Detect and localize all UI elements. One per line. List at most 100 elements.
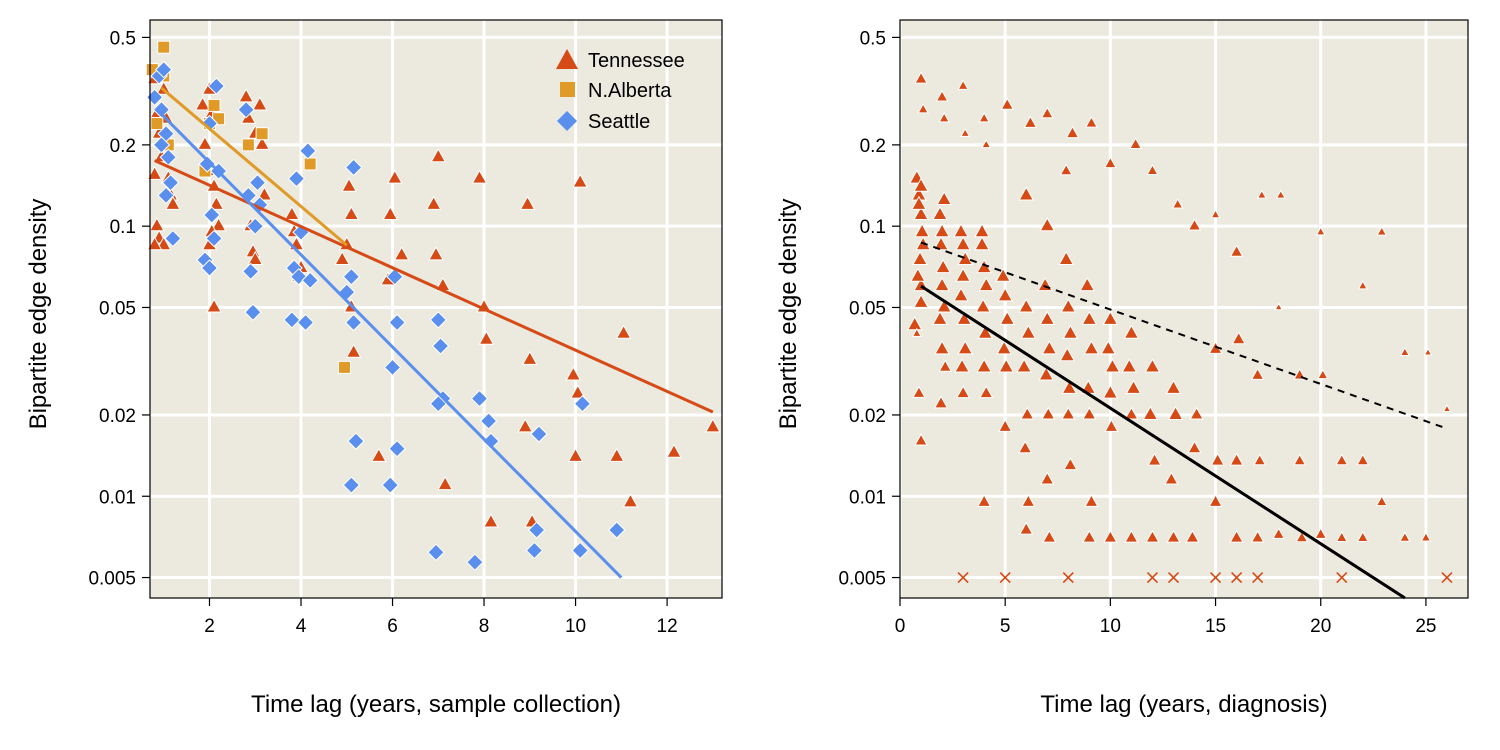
point-seattle bbox=[429, 311, 447, 329]
right-x-tick-label: 10 bbox=[1100, 616, 1121, 637]
point-tennessee bbox=[256, 186, 273, 201]
point-diagnosis bbox=[1420, 531, 1432, 542]
point-diagnosis bbox=[1295, 530, 1309, 543]
point-diagnosis bbox=[1399, 346, 1410, 356]
point-seattle bbox=[431, 337, 450, 355]
point-diagnosis bbox=[1442, 404, 1452, 413]
point-tennessee bbox=[428, 246, 444, 261]
point-diagnosis bbox=[1314, 527, 1328, 539]
legend-marker-tennessee bbox=[556, 49, 578, 69]
point-tennessee bbox=[254, 135, 270, 150]
point-diagnosis bbox=[1083, 340, 1100, 355]
point-diagnosis bbox=[935, 258, 951, 274]
point-diagnosis bbox=[1000, 97, 1015, 110]
point-diagnosis bbox=[1059, 163, 1073, 176]
point-diagnosis bbox=[910, 267, 926, 282]
point-tennessee bbox=[608, 447, 625, 462]
point-diagnosis bbox=[935, 89, 949, 102]
left-y-tick-label: 0.2 bbox=[110, 136, 136, 157]
point-diagnosis bbox=[956, 310, 973, 325]
point-diagnosis bbox=[1229, 452, 1244, 466]
point-diagnosis bbox=[917, 103, 929, 114]
point-tennessee bbox=[478, 330, 495, 345]
point-diagnosis bbox=[955, 267, 971, 282]
fit-line-dashed bbox=[920, 241, 1448, 430]
point-tennessee bbox=[519, 195, 536, 210]
point-diagnosis bbox=[1146, 163, 1159, 175]
point-diagnosis bbox=[1041, 406, 1056, 420]
point-seattle bbox=[608, 521, 626, 539]
point-diagnosis bbox=[911, 327, 922, 337]
point-seattle bbox=[248, 173, 267, 192]
point-diagnosis bbox=[1375, 495, 1388, 507]
right-y-tick-label: 0.01 bbox=[849, 487, 886, 508]
point-diagnosis bbox=[1399, 531, 1411, 542]
point-diagnosis bbox=[1059, 347, 1076, 362]
point-seattle bbox=[200, 259, 219, 277]
point-diagnosis bbox=[957, 79, 969, 90]
point-tennessee bbox=[471, 169, 488, 184]
point-tennessee bbox=[210, 217, 227, 232]
point-tennessee bbox=[345, 343, 362, 358]
right-y-tick-label: 0.05 bbox=[849, 298, 886, 319]
point-seattle bbox=[283, 311, 301, 329]
legend-marker-seattle bbox=[557, 111, 577, 131]
point-seattle bbox=[342, 267, 361, 286]
point-tennessee bbox=[208, 195, 225, 210]
point-seattle bbox=[388, 313, 406, 332]
right-x-tick-label: 5 bbox=[1000, 616, 1011, 637]
zero-marker-x bbox=[1146, 571, 1159, 584]
point-diagnosis bbox=[934, 277, 950, 292]
point-diagnosis bbox=[1275, 189, 1286, 199]
point-diagnosis bbox=[1208, 493, 1223, 507]
left-y-tick-label: 0.02 bbox=[99, 406, 136, 427]
point-diagnosis bbox=[1018, 298, 1035, 313]
point-diagnosis bbox=[1293, 453, 1307, 466]
right-y-tick-label: 0.2 bbox=[860, 136, 886, 157]
point-diagnosis bbox=[1356, 453, 1370, 466]
point-tennessee bbox=[386, 169, 403, 184]
point-seattle bbox=[296, 313, 315, 332]
point-seattle bbox=[246, 217, 264, 235]
point-seattle bbox=[299, 142, 317, 160]
left-chart-panel: 2 4 6 8 10 12 0.5 0.2 0.1 0.05 0.02 0.01 0.005 bbox=[88, 19, 723, 637]
point-tennessee bbox=[247, 250, 264, 265]
point-diagnosis bbox=[976, 493, 992, 507]
point-diagnosis bbox=[996, 340, 1012, 355]
point-diagnosis bbox=[1423, 347, 1433, 356]
point-diagnosis bbox=[1335, 531, 1348, 542]
zero-marker-x bbox=[999, 571, 1011, 584]
point-seattle bbox=[479, 412, 498, 430]
point-diagnosis bbox=[933, 395, 949, 409]
left-y-tick-label: 0.005 bbox=[88, 569, 136, 590]
point-diagnosis bbox=[1210, 452, 1225, 466]
point-seattle bbox=[155, 60, 173, 79]
point-seattle bbox=[344, 158, 363, 177]
left-plot-background bbox=[150, 20, 722, 598]
point-n-alberta bbox=[255, 127, 269, 141]
point-tennessee bbox=[194, 96, 211, 111]
point-tennessee bbox=[565, 366, 582, 381]
point-diagnosis bbox=[975, 298, 991, 313]
right-x-tick-label: 15 bbox=[1205, 616, 1226, 637]
left-x-tick-label: 4 bbox=[296, 616, 307, 637]
point-diagnosis bbox=[1187, 218, 1202, 231]
point-diagnosis bbox=[1147, 452, 1162, 466]
point-seattle bbox=[470, 389, 489, 408]
point-tennessee bbox=[430, 148, 447, 163]
point-diagnosis bbox=[1082, 406, 1097, 420]
point-tennessee bbox=[149, 217, 165, 232]
point-diagnosis bbox=[1165, 379, 1182, 394]
point-tennessee bbox=[521, 350, 538, 365]
point-diagnosis bbox=[1039, 310, 1056, 325]
point-diagnosis bbox=[1058, 250, 1075, 265]
point-diagnosis bbox=[1185, 529, 1200, 543]
point-seattle bbox=[388, 439, 406, 458]
point-diagnosis bbox=[906, 316, 923, 331]
point-diagnosis bbox=[934, 340, 950, 355]
point-seattle bbox=[381, 476, 399, 494]
point-diagnosis bbox=[1038, 366, 1055, 381]
left-y-tick-label: 0.5 bbox=[110, 28, 136, 49]
point-tennessee bbox=[206, 298, 222, 313]
point-diagnosis bbox=[913, 293, 929, 308]
